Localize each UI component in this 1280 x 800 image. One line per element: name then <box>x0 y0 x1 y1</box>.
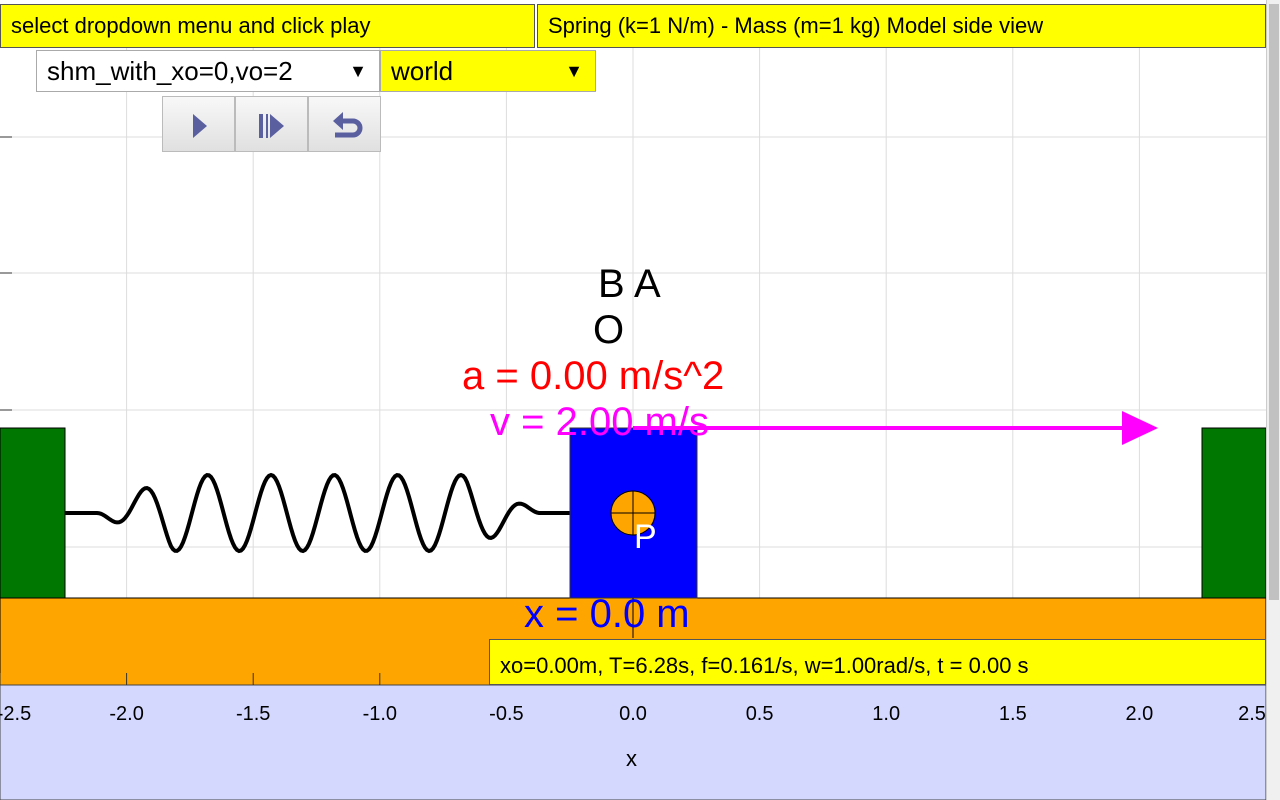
info-label: xo=0.00m, T=6.28s, f=0.161/s, w=1.00rad/… <box>489 639 1266 685</box>
axis-tick-label: -0.5 <box>489 703 524 725</box>
title-label: Spring (k=1 N/m) - Mass (m=1 kg) Model s… <box>537 4 1266 48</box>
velocity-label: v = 2.00 m/s <box>490 400 709 444</box>
chevron-down-icon: ▼ <box>349 61 367 81</box>
view-dropdown-value: world <box>391 56 454 86</box>
right-wall <box>1201 427 1266 599</box>
reset-button[interactable] <box>308 96 381 152</box>
velocity-arrowhead <box>1122 411 1158 445</box>
axis-tick-label: -1.5 <box>235 703 271 725</box>
step-forward-icon <box>259 114 284 138</box>
axis-tick-label: -2.0 <box>109 703 144 725</box>
scrollbar-thumb[interactable] <box>1269 4 1279 600</box>
axis-tick-label: 1.5 <box>998 703 1027 725</box>
label-a: A <box>634 262 661 306</box>
axis-tick-label: 1.0 <box>872 703 901 725</box>
label-b: B <box>598 262 625 306</box>
view-dropdown[interactable]: world ▼ <box>380 50 596 92</box>
axis-label: x <box>626 746 637 771</box>
label-o: O <box>593 308 625 352</box>
spring <box>65 472 571 554</box>
step-button[interactable] <box>235 96 308 152</box>
reset-icon <box>333 112 363 138</box>
axis-tick-label: 0.5 <box>745 703 774 725</box>
axis-tick-label: -2.5 <box>0 703 32 725</box>
grid <box>0 48 1266 598</box>
play-button[interactable] <box>162 96 235 152</box>
axis-tick-label: 2.0 <box>1125 703 1154 725</box>
instruction-label: select dropdown menu and click play <box>0 4 535 48</box>
left-wall <box>0 427 66 599</box>
model-dropdown[interactable]: shm_with_xo=0,vo=2 ▼ <box>36 50 380 92</box>
axis-tick-label: -1.0 <box>362 703 398 725</box>
axis-tick-label: 2.5 <box>1238 703 1266 725</box>
axis-tick-label: 0.0 <box>619 703 647 725</box>
label-p: P <box>634 518 657 556</box>
chevron-down-icon: ▼ <box>565 61 583 81</box>
play-icon <box>193 114 207 138</box>
position-label: x = 0.0 m <box>524 592 690 636</box>
acceleration-label: a = 0.00 m/s^2 <box>462 354 725 398</box>
scrollbar[interactable] <box>1266 0 1280 800</box>
model-dropdown-value: shm_with_xo=0,vo=2 <box>47 56 293 86</box>
